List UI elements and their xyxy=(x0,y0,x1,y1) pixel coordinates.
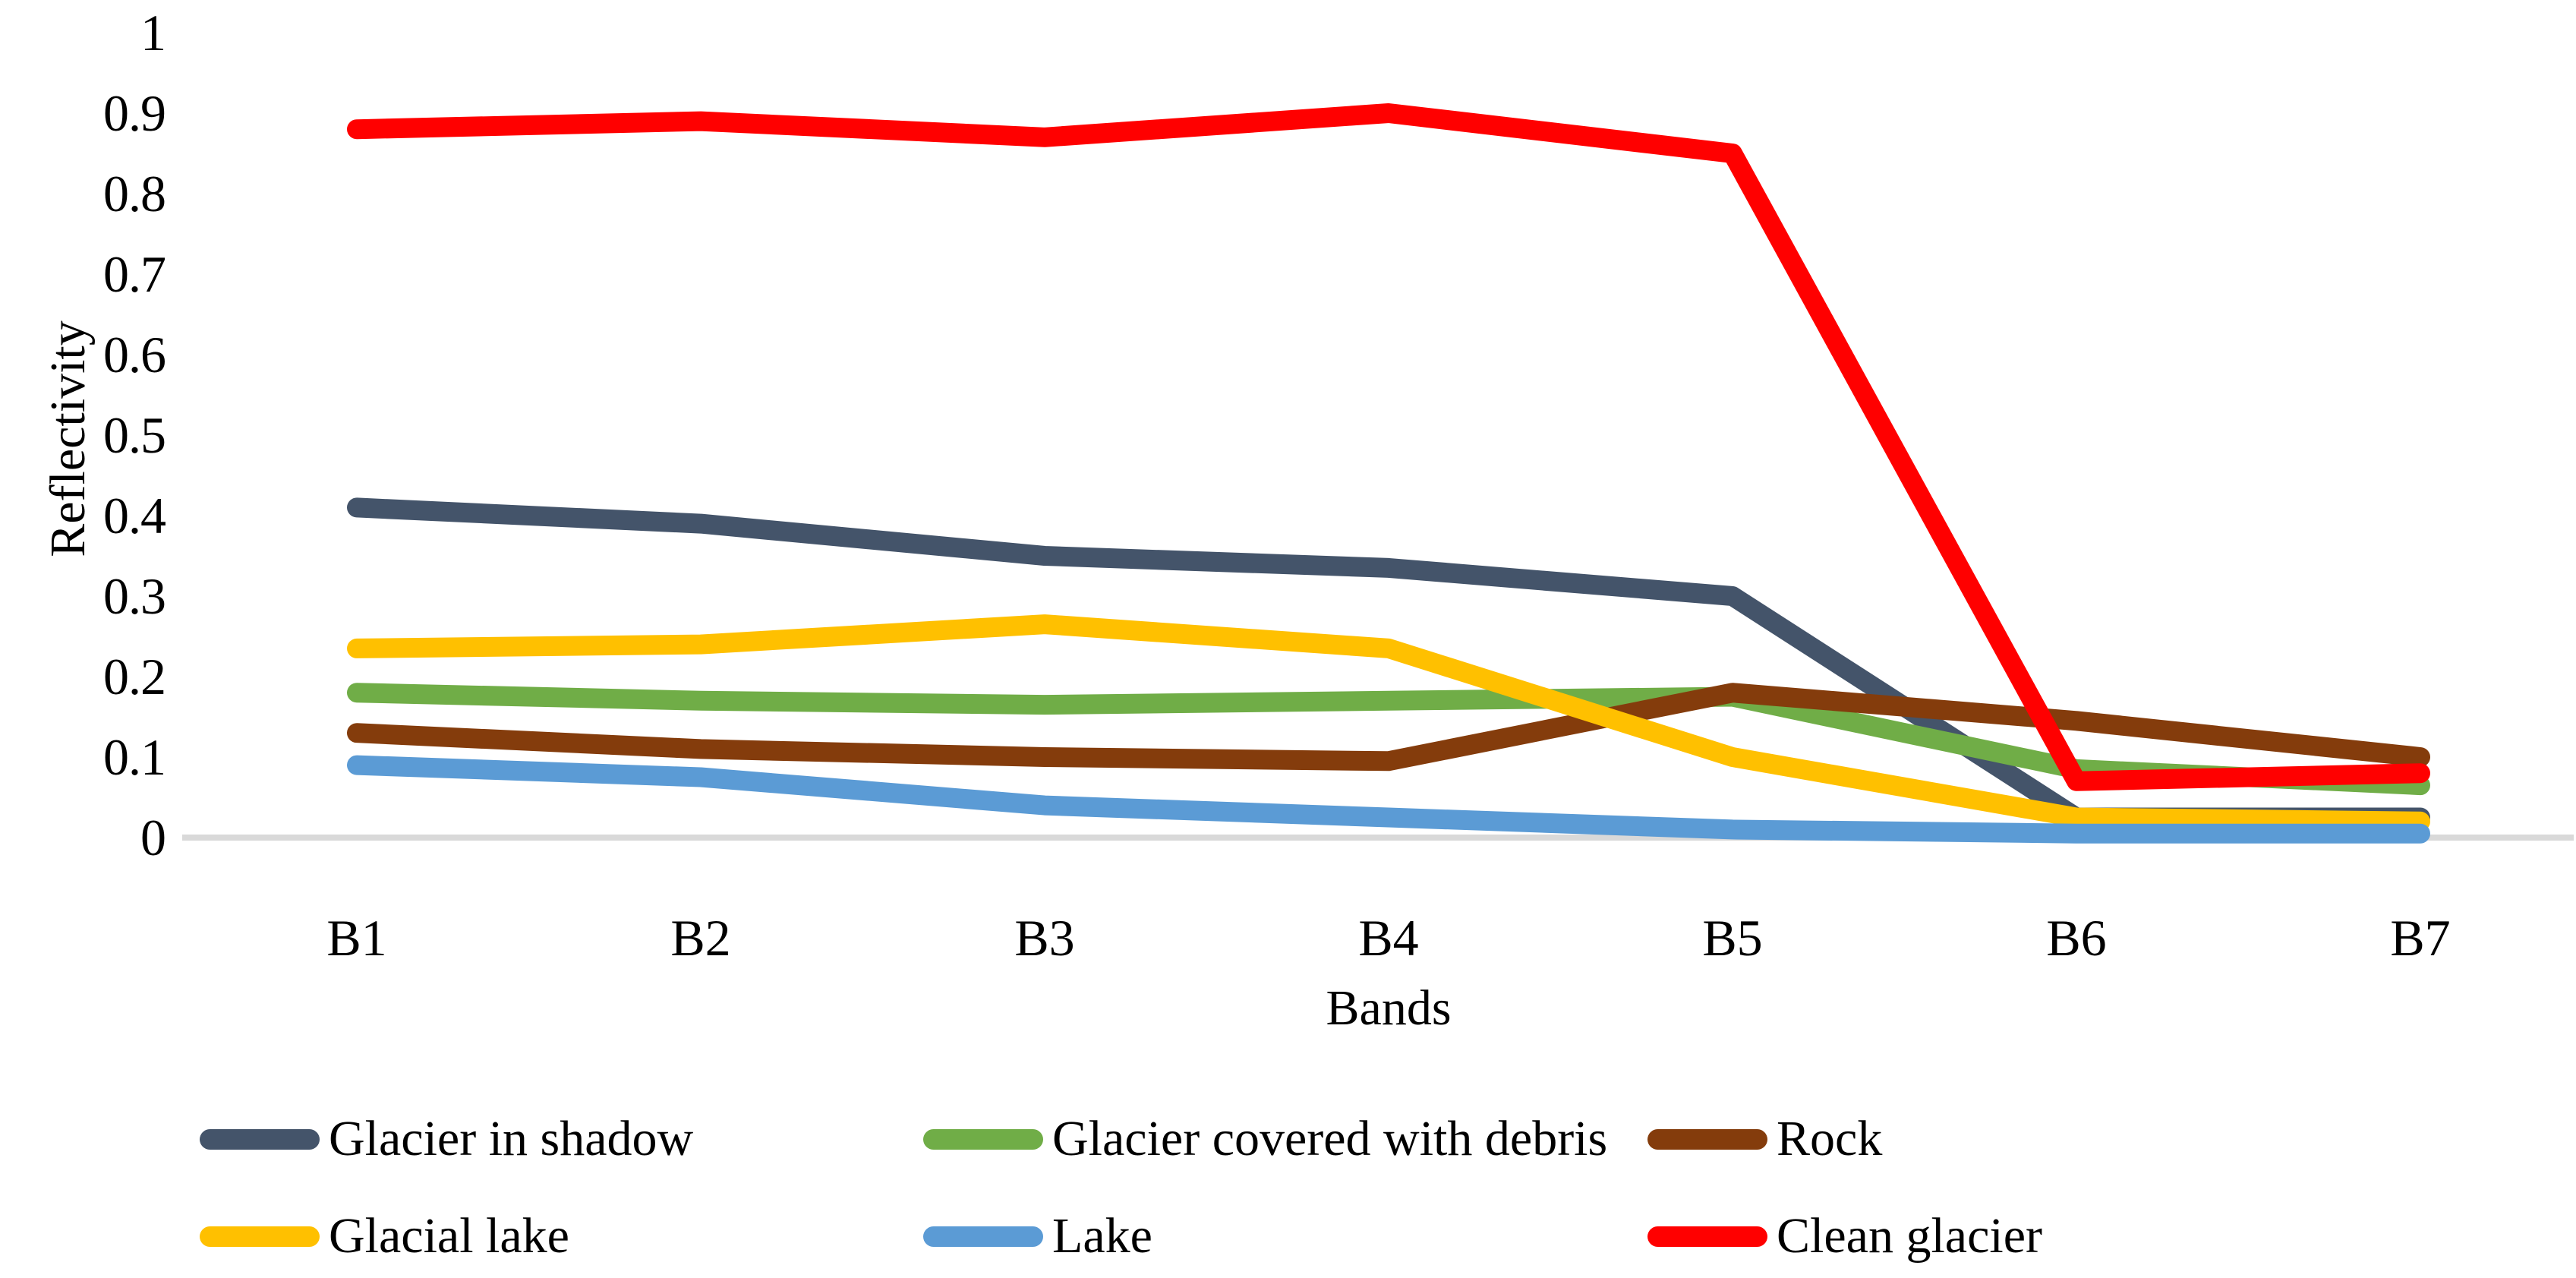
legend-label: Glacier covered with debris xyxy=(1052,1111,1608,1166)
y-tick-label-0.9: 0.9 xyxy=(103,84,166,142)
series-line-rock xyxy=(347,683,2430,772)
y-tick-label-0.1: 0.1 xyxy=(103,728,166,786)
series-line-glacial-lake xyxy=(347,614,2430,831)
legend-swatch-icon xyxy=(923,1129,1043,1150)
x-axis-title: Bands xyxy=(1326,980,1452,1036)
y-tick-label-1: 1 xyxy=(140,4,166,62)
legend-label: Glacial lake xyxy=(329,1208,569,1264)
x-tick-label-B7: B7 xyxy=(2390,909,2451,967)
legend-swatch-icon xyxy=(200,1129,320,1150)
y-tick-label-0.5: 0.5 xyxy=(103,406,166,464)
x-tick-label-B1: B1 xyxy=(326,909,387,967)
y-tick-label-0.6: 0.6 xyxy=(103,326,166,383)
y-tick-label-0.2: 0.2 xyxy=(103,648,166,705)
y-tick-label-0.4: 0.4 xyxy=(103,487,166,544)
x-tick-label-B3: B3 xyxy=(1014,909,1075,967)
legend-label: Glacier in shadow xyxy=(329,1111,694,1166)
x-tick-label-B5: B5 xyxy=(1702,909,1763,967)
x-tick-label-B6: B6 xyxy=(2046,909,2107,967)
legend-swatch-icon xyxy=(1647,1226,1767,1247)
series-line-lake xyxy=(347,755,2430,844)
y-tick-label-0: 0 xyxy=(140,809,166,866)
legend-label: Rock xyxy=(1777,1111,1883,1166)
legend-label: Lake xyxy=(1052,1208,1152,1264)
y-tick-label-0.8: 0.8 xyxy=(103,165,166,222)
legend-swatch-icon xyxy=(923,1226,1043,1247)
legend-label: Clean glacier xyxy=(1777,1208,2042,1264)
series-line-clean-glacier xyxy=(347,103,2430,791)
x-tick-label-B4: B4 xyxy=(1358,909,1419,967)
legend-swatch-icon xyxy=(1647,1129,1767,1150)
y-tick-label-0.3: 0.3 xyxy=(103,567,166,625)
legend-swatch-icon xyxy=(200,1226,320,1247)
y-tick-label-0.7: 0.7 xyxy=(103,245,166,303)
x-tick-label-B2: B2 xyxy=(670,909,731,967)
